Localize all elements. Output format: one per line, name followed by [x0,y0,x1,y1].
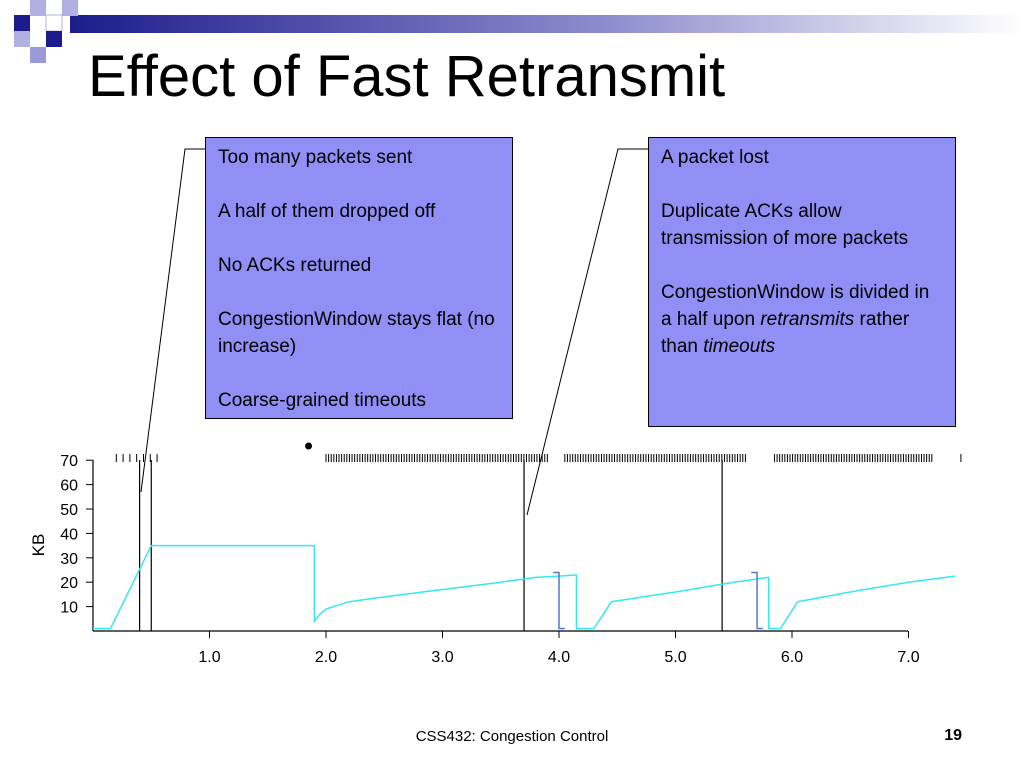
y-tick-label: 20 [60,575,78,592]
y-tick-label: 40 [60,526,78,543]
series-layer [93,544,956,630]
y-tick-label: 60 [60,478,78,495]
header-decoration [14,0,1024,63]
callout-packet-lost: A packet lost Duplicate ACKs allow trans… [648,137,956,427]
x-tick-label: 5.0 [664,649,686,666]
y-tick-label: 10 [60,600,78,617]
callout-too-many-packets: Too many packets sent A half of them dro… [205,137,513,419]
y-axis-label: KB [29,534,48,557]
x-tick-label: 6.0 [781,649,803,666]
deco-square [30,47,46,63]
x-tick-label: 1.0 [198,649,220,666]
retransmit-mark [553,571,565,630]
callout-line: A half of them dropped off [218,201,436,222]
y-tick-label: 50 [60,502,78,519]
packet-send-ticks [115,442,962,462]
x-tick-label: 3.0 [431,649,453,666]
callout-line: Duplicate ACKs allow transmission of mor… [661,201,909,249]
callout-line: CongestionWindow is divided in a half up… [661,279,945,360]
callout-emphasis: retransmits [760,309,855,330]
congestion-window-line [93,544,956,630]
deco-square [30,0,46,16]
leader-line-left [140,148,205,493]
leader-line-right [526,148,648,516]
callout-line: Coarse-grained timeouts [218,390,427,411]
retransmit-mark [751,571,763,630]
deco-square [62,0,78,16]
callout-text: rather than [661,309,910,357]
page-number: 19 [944,727,962,744]
y-tick-label: 30 [60,551,78,568]
deco-square [14,31,30,47]
deco-square [14,15,30,31]
callout-line: CongestionWindow stays flat (no increase… [218,309,495,357]
x-tick-label: 7.0 [897,649,919,666]
callout-leader-lines [140,148,648,516]
x-tick-label: 2.0 [315,649,337,666]
slide-footer: CSS432: Congestion Control [415,728,609,745]
callout-line: No ACKs returned [218,255,372,276]
deco-square [46,31,62,47]
callout-text: CongestionWindow is divided in a half up… [661,282,930,330]
callout-emphasis: timeouts [703,336,776,357]
callout-line: Too many packets sent [218,147,413,168]
callout-line: A packet lost [661,147,769,168]
header-gradient-bar [70,15,1024,33]
marker-dot [305,442,313,450]
x-tick-label: 4.0 [548,649,570,666]
y-tick-label: 70 [60,453,78,470]
slide-title: Effect of Fast Retransmit [88,44,726,109]
chart-axes: 1.0 2.0 3.0 4.0 5.0 6.0 7.0 70 60 50 40 30 20 10 [60,453,920,666]
